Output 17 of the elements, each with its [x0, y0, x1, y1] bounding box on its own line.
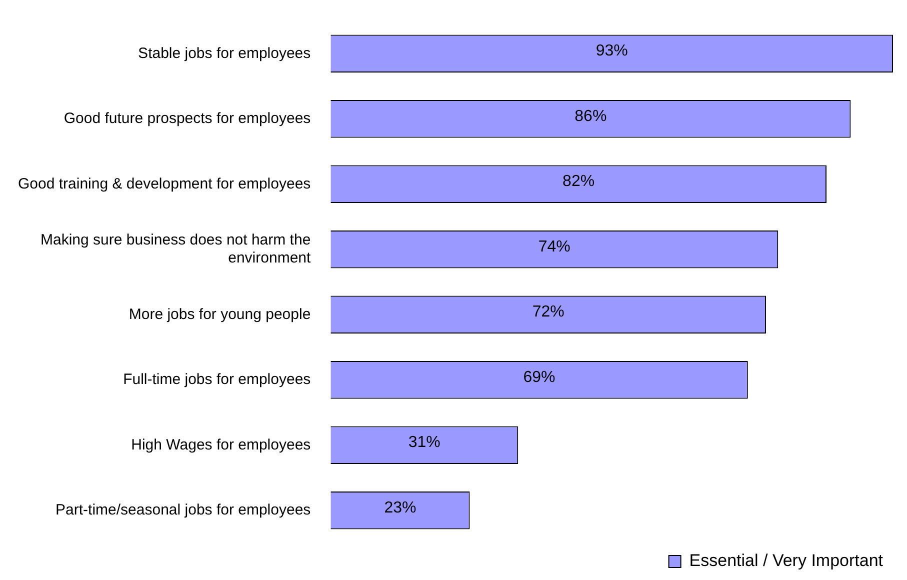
y-tick-label: Full-time jobs for employees: [123, 371, 311, 388]
data-label: 23%: [384, 499, 416, 516]
data-label: 86%: [574, 108, 607, 125]
data-label: 74%: [538, 238, 570, 256]
y-tick-label: Good training & development for employees: [18, 175, 311, 192]
y-tick-label: High Wages for employees: [131, 436, 311, 454]
y-tick-label: Part-time/seasonal jobs for employees: [56, 502, 311, 519]
data-label: 31%: [408, 434, 440, 452]
data-label: 69%: [523, 368, 556, 386]
data-label: 93%: [596, 42, 628, 60]
y-tick-label: Good future prospects for employees: [64, 110, 311, 128]
y-tick-label: Making sure business does not harm the environment: [40, 232, 312, 267]
legend-label: Essential / Very Important: [689, 551, 884, 570]
data-label: 72%: [532, 304, 564, 321]
y-tick-label: Stable jobs for employees: [138, 44, 311, 62]
data-label: 82%: [562, 173, 595, 190]
y-tick-label: More jobs for young people: [128, 306, 311, 323]
